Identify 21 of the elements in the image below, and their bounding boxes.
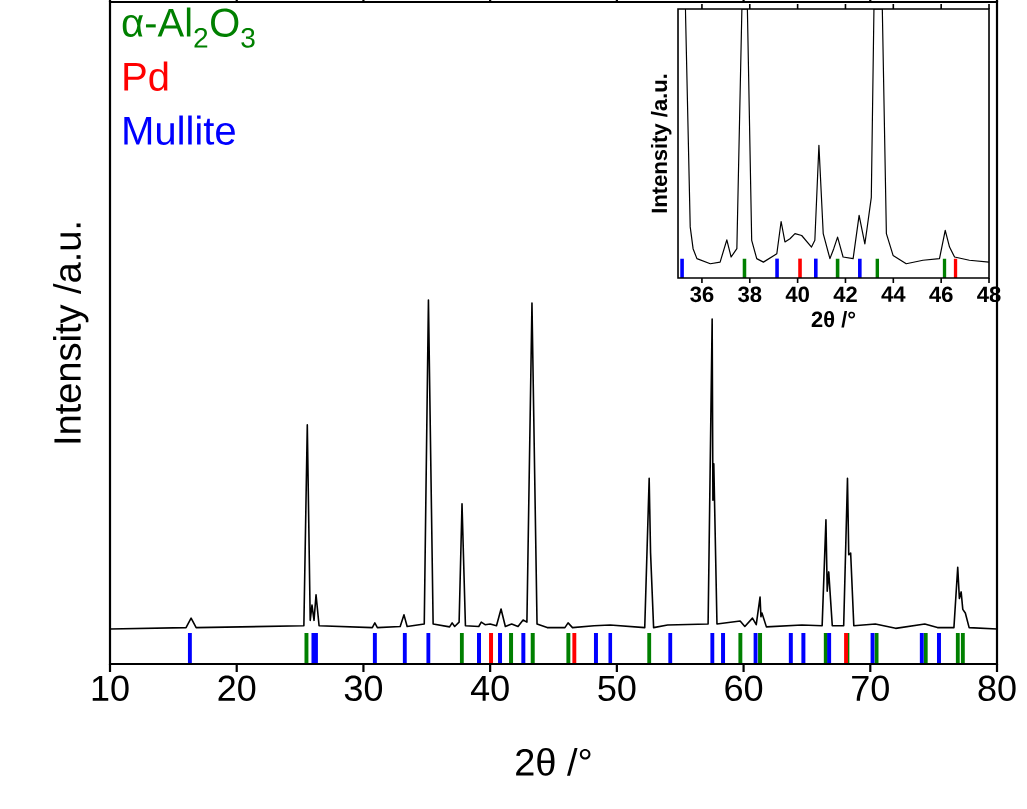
- x-tick-label: 10: [92, 675, 129, 702]
- text: Mullite: [124, 115, 235, 145]
- x-tick-label: 60: [725, 675, 763, 702]
- x-tick-label: 40: [470, 675, 509, 702]
- y-axis-title: Intensity /a.u.: [650, 74, 672, 213]
- x-tick-label: 80: [978, 675, 1016, 702]
- text: Pd: [124, 61, 168, 91]
- x-axis-title: 2θ /°: [811, 310, 856, 328]
- x-axis-title: 2θ /°: [516, 747, 591, 776]
- x-tick-label: 36: [690, 286, 714, 303]
- x-tick-label: 20: [218, 675, 256, 702]
- text: α-Al$_{2}$O$_{3}$: [122, 7, 255, 48]
- x-tick-label: 42: [833, 286, 857, 302]
- x-tick-label: 30: [344, 675, 383, 702]
- x-tick-label: 46: [929, 286, 953, 303]
- x-tick-label: 50: [598, 675, 636, 702]
- x-tick-label: 40: [785, 286, 809, 303]
- x-tick-label: 38: [738, 286, 762, 303]
- y-axis-title: Intensity /a.u.: [53, 223, 89, 443]
- x-tick-label: 70: [852, 675, 889, 702]
- x-tick-label: 44: [881, 286, 906, 302]
